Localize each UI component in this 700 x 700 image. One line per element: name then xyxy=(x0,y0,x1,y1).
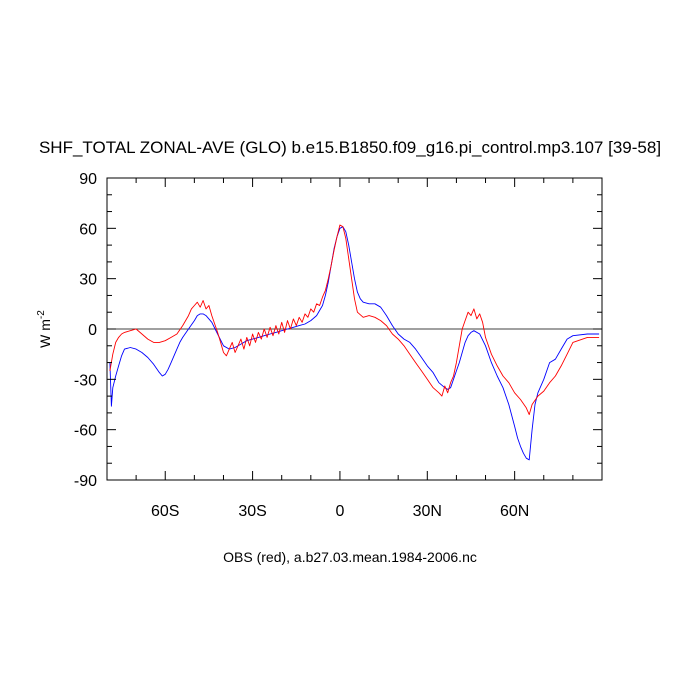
y-tick-label: 90 xyxy=(79,171,97,188)
plot-area: -90 -60 -30 0 30 60 90 60S 30S 0 30N 60N xyxy=(74,171,603,520)
y-tick-label: 60 xyxy=(79,221,97,238)
y-tick-label: -30 xyxy=(74,372,97,389)
series-line-1 xyxy=(109,226,600,461)
y-axis-label-text: W m xyxy=(37,319,53,348)
x-tick-label: 30S xyxy=(238,503,266,520)
x-axis-label: OBS (red), a.b27.03.mean.1984-2006.nc xyxy=(223,549,477,565)
x-tick-label: 60S xyxy=(151,503,179,520)
chart-title: SHF_TOTAL ZONAL-AVE (GLO) b.e15.B1850.f0… xyxy=(39,138,661,157)
series-line-2 xyxy=(109,224,600,416)
y-tick-label: 0 xyxy=(88,322,97,339)
x-tick-label: 30N xyxy=(413,503,442,520)
x-tick-label: 60N xyxy=(500,503,529,520)
y-tick-label: 30 xyxy=(79,272,97,289)
y-axis-label-exponent: -2 xyxy=(36,310,47,319)
y-tick-label: -60 xyxy=(74,423,97,440)
y-tick-label: -90 xyxy=(74,473,97,490)
x-tick-label: 0 xyxy=(335,503,344,520)
y-axis-label: W m-2 xyxy=(36,310,53,348)
svg-text:W m-2: W m-2 xyxy=(36,310,53,348)
